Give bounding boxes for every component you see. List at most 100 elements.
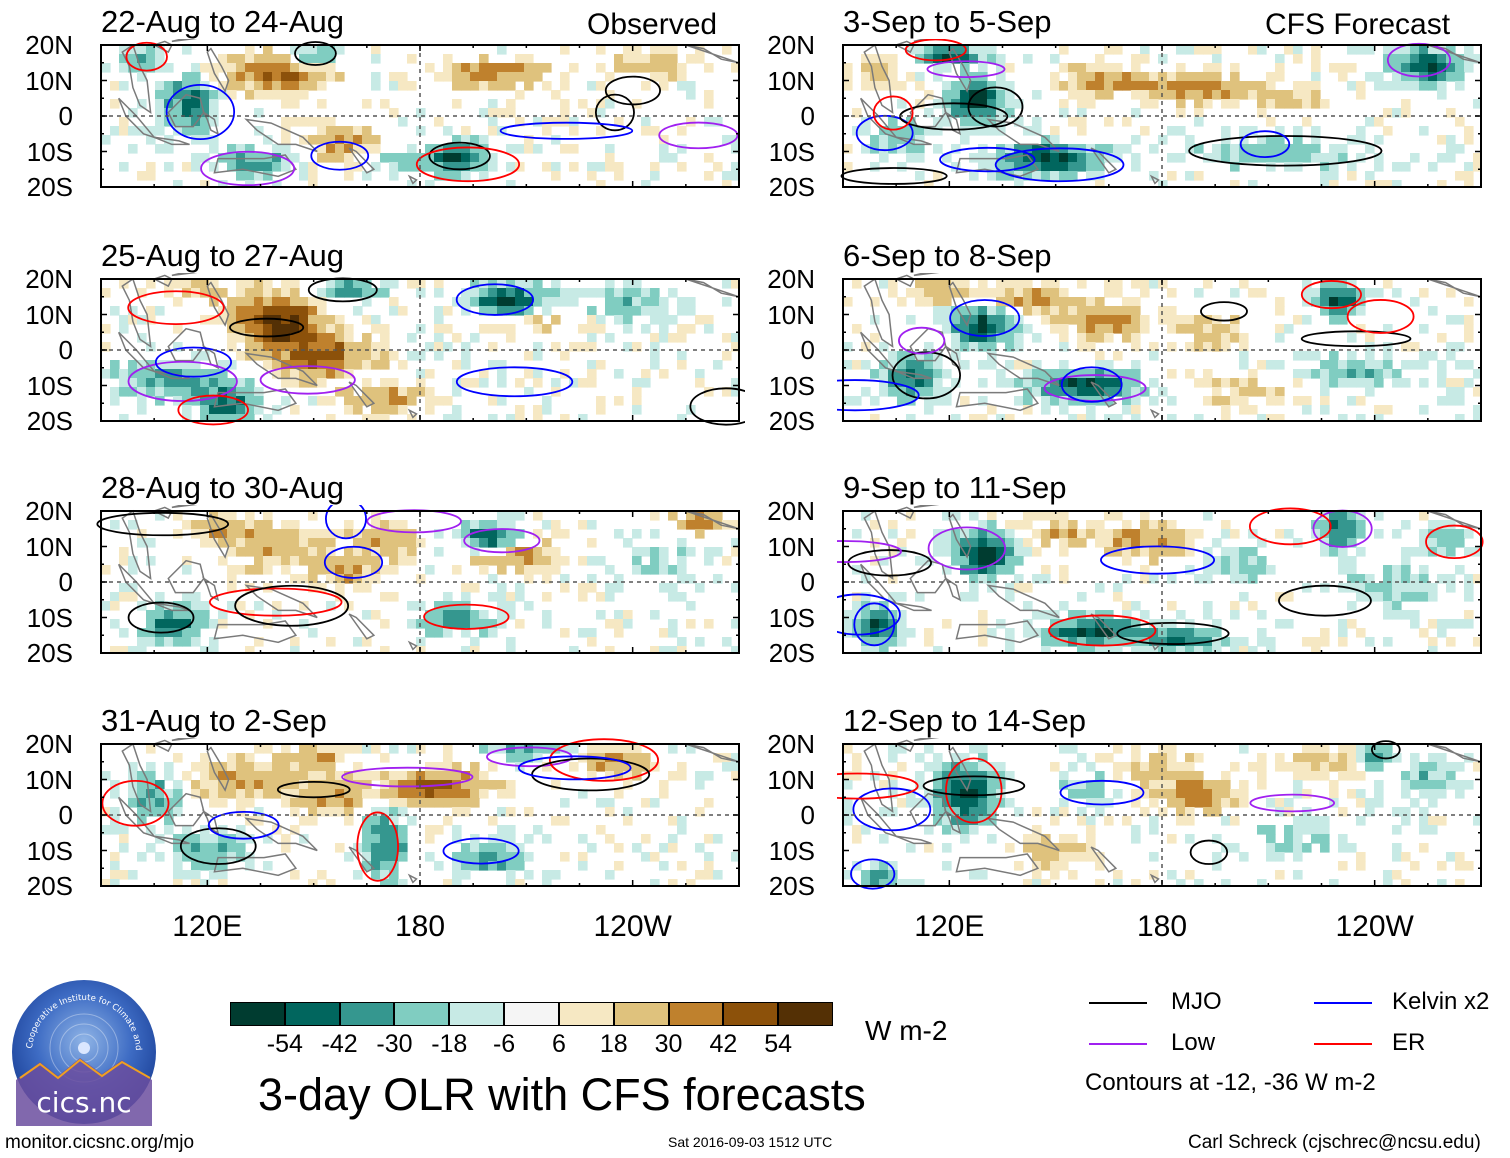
olr-cell [551,529,561,539]
olr-cell [1005,378,1015,388]
olr-cell [452,360,462,370]
olr-cell [1068,628,1078,638]
olr-cell [299,816,309,826]
olr-cell [1014,861,1024,871]
olr-cell [1464,315,1474,325]
olr-cell [879,861,889,871]
olr-cell [623,279,633,289]
olr-cell [1221,637,1231,647]
colorbar-swatch [504,1002,559,1026]
olr-cell [254,297,264,307]
olr-cell [906,798,916,808]
olr-cell [686,547,696,557]
olr-cell [1140,789,1150,799]
olr-cell [1167,306,1177,316]
olr-cell [299,45,309,55]
olr-cell [632,387,642,397]
olr-cell [924,843,934,853]
olr-cell [1410,610,1420,620]
olr-cell [632,54,642,64]
olr-cell [1203,601,1213,611]
olr-cell [182,592,192,602]
olr-cell [542,162,552,172]
olr-cell [996,81,1006,91]
olr-cell [524,547,534,557]
olr-cell [897,619,907,629]
olr-cell [1437,816,1447,826]
olr-cell [1149,753,1159,763]
olr-cell [632,547,642,557]
olr-cell [155,387,165,397]
olr-cell [1356,153,1366,163]
olr-cell [978,565,988,575]
olr-cell [906,72,916,82]
olr-cell [960,279,970,289]
olr-cell [978,762,988,772]
olr-cell [722,45,732,55]
olr-cell [1302,405,1312,415]
olr-cell [416,387,426,397]
olr-cell [1275,762,1285,772]
olr-cell [1158,762,1168,772]
olr-cell [254,556,264,566]
olr-cell [1068,378,1078,388]
olr-cell [668,153,678,163]
olr-cell [659,63,669,73]
olr-cell [110,387,120,397]
olr-cell [969,547,979,557]
olr-cell [722,171,732,181]
olr-cell [137,45,147,55]
olr-cell [1032,369,1042,379]
olr-cell [686,90,696,100]
olr-cell [218,879,228,887]
olr-cell [353,771,363,781]
olr-cell [1023,126,1033,136]
olr-cell [1167,753,1177,763]
olr-cell [1041,171,1051,181]
olr-cell [1221,780,1231,790]
olr-cell [1077,646,1087,654]
olr-cell [155,610,165,620]
olr-cell [1383,583,1393,593]
olr-cell [272,547,282,557]
olr-cell [1437,72,1447,82]
olr-cell [488,117,498,127]
olr-cell [587,360,597,370]
olr-cell [1203,628,1213,638]
olr-cell [915,144,925,154]
olr-cell [236,306,246,316]
olr-cell [933,396,943,406]
olr-cell [110,789,120,799]
olr-cell [434,529,444,539]
olr-cell [245,306,255,316]
olr-cell [650,511,660,521]
lat-tick-label: 0 [58,101,73,131]
olr-cell [942,117,952,127]
olr-cell [1437,628,1447,638]
olr-cell [398,529,408,539]
olr-cell [1149,816,1159,826]
olr-cell [650,297,660,307]
olr-cell [218,153,228,163]
olr-cell [389,520,399,530]
olr-cell [951,807,961,817]
olr-cell [677,72,687,82]
olr-cell [434,619,444,629]
olr-cell [1203,45,1213,55]
olr-cell [695,583,705,593]
olr-cell [1086,162,1096,172]
lat-tick-label: 20S [768,638,815,668]
olr-cell [1059,601,1069,611]
olr-cell [425,789,435,799]
coastline [863,277,894,349]
legend-line [1089,1002,1147,1004]
olr-cell [1059,861,1069,871]
olr-cell [371,45,381,55]
olr-cell [650,54,660,64]
olr-cell [1410,54,1420,64]
olr-cell [906,529,916,539]
olr-cell [308,744,318,754]
olr-cell [416,279,426,289]
olr-cell [587,315,597,325]
olr-cell [389,556,399,566]
